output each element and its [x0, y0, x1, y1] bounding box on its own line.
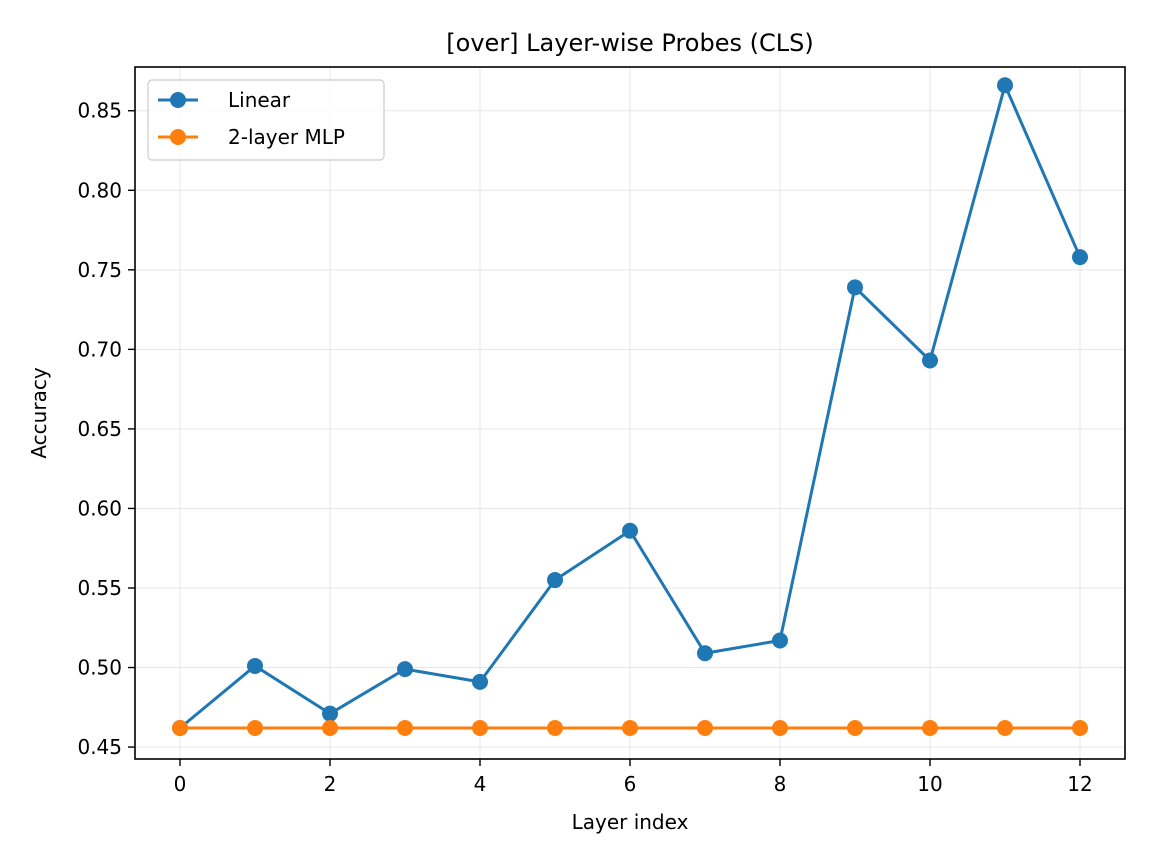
data-point-2-layer-mlp — [697, 719, 713, 736]
y-axis: 0.45 0.50 0.55 0.60 0.65 0.70 0.75 0.80 0.85 — [77, 99, 135, 759]
data-point-2-layer-mlp — [772, 719, 788, 736]
data-point-linear — [1072, 249, 1088, 266]
data-point-2-layer-mlp — [322, 719, 338, 736]
legend-box — [147, 79, 385, 161]
data-point-linear — [322, 705, 338, 722]
y-tick-label: 0.85 — [77, 99, 122, 123]
y-tick-label: 0.70 — [77, 337, 122, 361]
y-axis-label: Accuracy — [27, 367, 51, 458]
data-point-linear — [397, 661, 413, 678]
y-tick-label: 0.60 — [77, 496, 122, 520]
data-point-2-layer-mlp — [172, 719, 188, 736]
data-point-linear — [472, 673, 488, 690]
y-tick-label: 0.55 — [77, 576, 122, 600]
data-point-linear — [997, 77, 1013, 94]
data-point-2-layer-mlp — [922, 719, 938, 736]
legend-marker — [170, 92, 186, 108]
legend: Linear 2-layer MLP — [147, 79, 385, 161]
data-point-linear — [247, 657, 263, 674]
x-tick-label: 10 — [917, 772, 942, 796]
x-tick-label: 4 — [474, 772, 487, 796]
x-axis-label: Layer index — [572, 810, 689, 834]
y-tick-label: 0.45 — [77, 735, 122, 759]
data-point-2-layer-mlp — [397, 719, 413, 736]
data-point-linear — [697, 645, 713, 662]
x-tick-label: 2 — [324, 772, 337, 796]
data-point-linear — [622, 522, 638, 539]
data-point-2-layer-mlp — [1072, 719, 1088, 736]
data-point-2-layer-mlp — [847, 719, 863, 736]
legend-label: Linear — [228, 88, 291, 112]
legend-label: 2-layer MLP — [228, 125, 345, 149]
series-2-layer-mlp — [172, 719, 1088, 736]
legend-item: Linear — [158, 88, 291, 112]
legend-marker — [170, 129, 186, 145]
legend-item: 2-layer MLP — [158, 125, 345, 149]
x-axis: 0 2 4 6 8 10 12 — [174, 759, 1093, 796]
x-tick-label: 8 — [774, 772, 787, 796]
series-layer — [172, 77, 1088, 736]
chart-title: [over] Layer-wise Probes (CLS) — [446, 29, 813, 57]
data-point-linear — [847, 279, 863, 296]
grid-lines — [135, 67, 1125, 759]
x-tick-label: 6 — [624, 772, 637, 796]
data-point-2-layer-mlp — [472, 719, 488, 736]
data-point-2-layer-mlp — [247, 719, 263, 736]
x-tick-label: 12 — [1067, 772, 1092, 796]
y-tick-label: 0.65 — [77, 417, 122, 441]
series-linear — [172, 77, 1088, 736]
y-tick-label: 0.80 — [77, 178, 122, 202]
y-tick-label: 0.75 — [77, 258, 122, 282]
data-point-2-layer-mlp — [547, 719, 563, 736]
data-point-linear — [922, 352, 938, 369]
y-tick-label: 0.50 — [77, 656, 122, 680]
x-tick-label: 0 — [174, 772, 187, 796]
data-point-2-layer-mlp — [622, 719, 638, 736]
data-point-linear — [547, 572, 563, 589]
data-point-linear — [772, 632, 788, 649]
data-point-2-layer-mlp — [997, 719, 1013, 736]
